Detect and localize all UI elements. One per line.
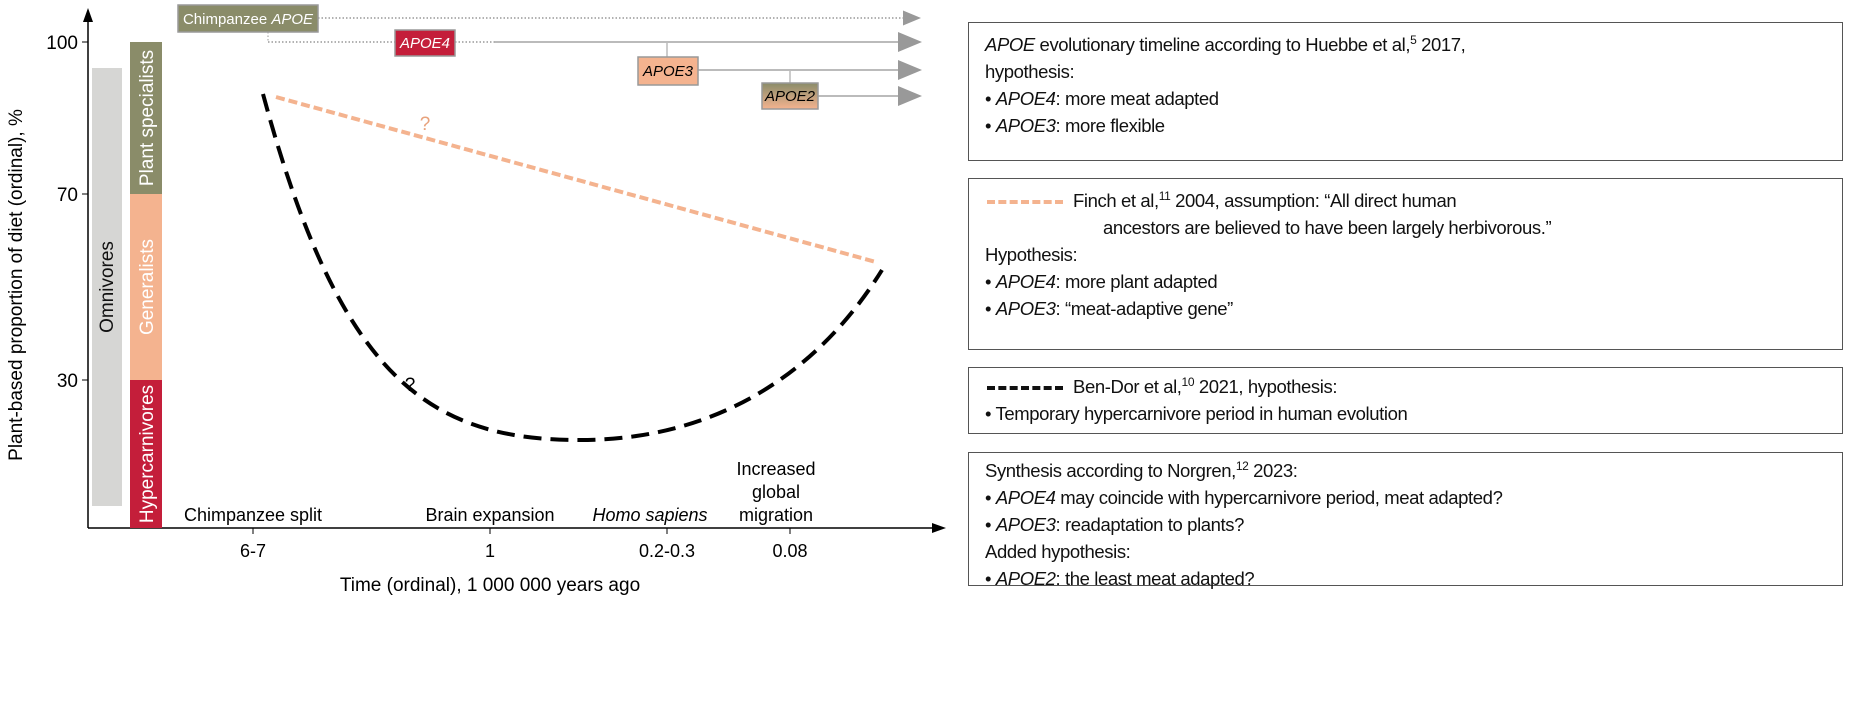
text-segment: Finch et al,	[1073, 190, 1159, 211]
event-chimp-split: Chimpanzee split	[184, 505, 322, 525]
text-segment: APOE3	[995, 115, 1056, 136]
box-text-line: Hypothesis:	[985, 241, 1828, 268]
box-text-line: • APOE4: more meat adapted	[985, 85, 1828, 112]
y-tick-30: 30	[57, 371, 78, 392]
text-segment: APOE	[985, 34, 1035, 55]
text-segment: •	[985, 514, 996, 535]
box-text-line: • APOE3: “meat-adaptive gene”	[985, 295, 1828, 322]
text-segment: : readaptation to plants?	[1055, 514, 1245, 535]
text-segment: APOE3	[995, 514, 1056, 535]
event-brain-expansion: Brain expansion	[425, 505, 554, 525]
text-segment: Synthesis according to Norgren,	[985, 460, 1236, 481]
text-segment: : more flexible	[1055, 115, 1166, 136]
black-dashed-legend-icon	[987, 386, 1063, 391]
text-segment: : more meat adapted	[1055, 88, 1220, 109]
text-segment: evolutionary timeline according to Huebb…	[1034, 34, 1411, 55]
x-tick: 0.2-0.3	[639, 541, 695, 561]
finch-question-mark: ?	[420, 114, 431, 135]
diet-evolution-diagram: 100 70 30 Plant-based proportion of diet…	[6, 4, 946, 596]
text-segment: : “meat-adaptive gene”	[1055, 298, 1234, 319]
apoe3-label: APOE3	[642, 63, 694, 80]
y-tick-100: 100	[46, 33, 78, 54]
text-segment: •	[985, 298, 996, 319]
box-text-line: • APOE3: readaptation to plants?	[985, 511, 1828, 538]
hypercarnivores-bar	[130, 380, 162, 528]
y-tick-70: 70	[57, 185, 78, 206]
plant-specialists-bar	[130, 42, 162, 194]
text-segment: 2017,	[1416, 34, 1466, 55]
plant-specialists-label: Plant specialists	[137, 50, 158, 186]
text-segment: APOE4	[995, 88, 1056, 109]
text-segment: •	[985, 271, 996, 292]
event-migration-2: global	[752, 482, 800, 502]
box-text-line: • APOE2: the least meat adapted?	[985, 565, 1828, 592]
text-segment: APOE4	[995, 271, 1056, 292]
text-segment: •	[985, 487, 996, 508]
ben-dor-question-mark: ?	[405, 375, 416, 396]
hypercarnivores-label: Hypercarnivores	[137, 385, 158, 523]
omnivores-bar	[92, 68, 122, 506]
reference-superscript: 5	[1410, 33, 1417, 47]
ben-dor-hypothesis-box: Ben-Dor et al,10 2021, hypothesis: • Temp…	[968, 367, 1843, 434]
x-axis-label: Time (ordinal), 1 000 000 years ago	[340, 575, 640, 596]
apoe2-box	[761, 82, 819, 110]
finch-hypothesis-box: Finch et al,11 2004, assumption: “All di…	[968, 178, 1843, 350]
apoe4-label: APOE4	[399, 35, 450, 52]
reference-superscript: 11	[1158, 189, 1171, 203]
text-segment: : more plant adapted	[1055, 271, 1218, 292]
reference-superscript: 10	[1181, 375, 1195, 389]
box-text-line: Finch et al,11 2004, assumption: “All di…	[985, 187, 1828, 214]
text-segment: may coincide with hypercarnivore period,…	[1055, 487, 1503, 508]
text-segment: 2021, hypothesis:	[1194, 376, 1338, 397]
chimpanzee-apoe-label: Chimpanzee APOE	[183, 11, 314, 28]
event-homo-sapiens: Homo sapiens	[592, 505, 707, 525]
chimpanzee-apoe-box	[177, 4, 319, 33]
text-segment: 2004, assumption: “All direct human	[1170, 190, 1457, 211]
text-segment: 2023:	[1248, 460, 1298, 481]
box-text-line: • APOE4: more plant adapted	[985, 268, 1828, 295]
text-segment: Hypothesis:	[985, 244, 1078, 265]
box-text-line: • APOE3: more flexible	[985, 112, 1828, 139]
apoe3-box	[637, 56, 699, 86]
text-segment: : the least meat adapted?	[1055, 568, 1255, 589]
text-segment: • Temporary hypercarnivore period in hum…	[985, 403, 1408, 424]
reference-superscript: 12	[1235, 459, 1249, 473]
text-segment: •	[985, 88, 996, 109]
box-text-line: Synthesis according to Norgren,12 2023:	[985, 457, 1828, 484]
x-tick: 1	[485, 541, 495, 561]
text-segment: ancestors are believed to have been larg…	[1103, 217, 1552, 238]
event-migration-1: Increased	[736, 459, 815, 479]
generalists-label: Generalists	[137, 239, 158, 335]
box-text-line: ancestors are believed to have been larg…	[985, 214, 1828, 241]
box-text-line: • Temporary hypercarnivore period in hum…	[985, 400, 1828, 427]
text-segment: APOE4	[995, 487, 1056, 508]
y-axis-label: Plant-based proportion of diet (ordinal)…	[6, 109, 27, 461]
generalists-bar	[130, 194, 162, 380]
x-tick: 6-7	[240, 541, 266, 561]
box-text-line: Added hypothesis:	[985, 538, 1828, 565]
apoe2-label: APOE2	[764, 88, 816, 105]
peach-dashed-legend-icon	[987, 200, 1063, 205]
box-text-line: Ben-Dor et al,10 2021, hypothesis:	[985, 373, 1828, 400]
apoe4-box	[394, 29, 456, 57]
box-text-line: • APOE4 may coincide with hypercarnivore…	[985, 484, 1828, 511]
omnivores-label: Omnivores	[97, 241, 118, 333]
x-tick: 0.08	[772, 541, 807, 561]
finch-herbivore-line	[275, 95, 877, 264]
text-segment: •	[985, 115, 996, 136]
text-segment: APOE3	[995, 298, 1056, 319]
text-segment: hypothesis:	[985, 61, 1075, 82]
text-segment: Ben-Dor et al,	[1073, 376, 1182, 397]
box-text-line: APOE evolutionary timeline according to …	[985, 31, 1828, 58]
ben-dor-hypercarnivore-curve	[261, 93, 884, 443]
norgren-synthesis-box: Synthesis according to Norgren,12 2023: •…	[968, 452, 1843, 589]
text-segment: •	[985, 568, 996, 589]
text-segment: APOE2	[995, 568, 1056, 589]
box-text-line: hypothesis:	[985, 58, 1828, 85]
text-segment: Added hypothesis:	[985, 541, 1131, 562]
huebbe-hypothesis-box: APOE evolutionary timeline according to …	[968, 22, 1843, 161]
event-migration-3: migration	[739, 505, 813, 525]
